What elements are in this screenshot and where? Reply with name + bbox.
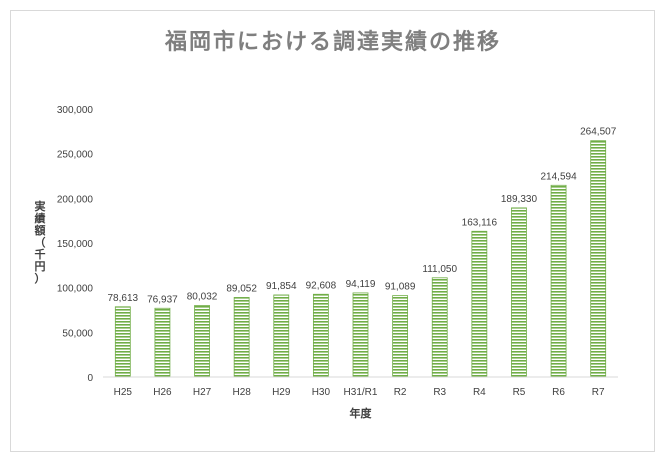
- bar-H27: [194, 305, 210, 378]
- x-tick-label: H27: [193, 387, 212, 398]
- data-label: 76,937: [147, 294, 178, 305]
- x-tick-label: H31/R1: [344, 387, 378, 398]
- y-tick-label: 300,000: [57, 105, 94, 116]
- y-axis-ticks: 0 50,000 100,000 150,000 200,000 250,000 300,0…: [57, 105, 94, 384]
- data-label: 214,594: [540, 171, 577, 182]
- x-tick-label: R4: [473, 387, 486, 398]
- bar-H28: [233, 297, 250, 378]
- bar-R4: [471, 230, 488, 378]
- y-tick-label: 150,000: [57, 239, 94, 250]
- bar-R3: [431, 277, 448, 378]
- bar-H31/R1: [352, 292, 369, 378]
- y-axis-title: 実績額（千円）: [34, 199, 46, 285]
- bar-H25: [114, 306, 131, 378]
- chart-title: 福岡市における調達実績の推移: [164, 30, 501, 55]
- bar-H29: [273, 294, 290, 378]
- data-label: 91,089: [385, 282, 416, 293]
- data-label: 111,050: [422, 264, 457, 275]
- x-tick-label: R6: [552, 387, 565, 398]
- chart-frame: [10, 10, 655, 452]
- x-axis-title: 年度: [350, 406, 373, 420]
- bar-R5: [511, 207, 527, 378]
- x-tick-label: R2: [394, 387, 407, 398]
- bar-R7: [590, 140, 607, 378]
- data-label: 264,507: [580, 127, 617, 138]
- y-tick-label: 0: [87, 373, 93, 384]
- data-label: 94,119: [346, 279, 376, 290]
- data-label: 89,052: [226, 283, 257, 294]
- data-labels: 78,613 76,937 80,032 89,052 91,854 92,608 94,1…: [108, 127, 617, 306]
- data-label: 163,116: [462, 217, 498, 228]
- data-label: 189,330: [501, 194, 538, 205]
- x-tick-label: H29: [272, 387, 291, 398]
- data-label: 78,613: [108, 293, 139, 304]
- x-tick-label: R3: [433, 387, 446, 398]
- x-tick-label: R5: [513, 387, 526, 398]
- x-tick-label: R7: [592, 387, 605, 398]
- x-axis-ticks: H25 H26 H27 H28 H29 H30 H31/R1 R2 R3 R4 R5 R6 R7: [114, 387, 605, 398]
- bar-R6: [550, 184, 567, 378]
- bar-R2: [392, 295, 409, 378]
- data-label: 80,032: [187, 292, 218, 303]
- bar-H30: [312, 293, 329, 378]
- data-label: 91,854: [266, 281, 297, 292]
- y-tick-label: 50,000: [62, 328, 93, 339]
- bars: [114, 140, 607, 378]
- data-label: 92,608: [306, 280, 337, 291]
- bar-H26: [154, 307, 171, 378]
- x-tick-label: H26: [153, 387, 172, 398]
- y-tick-label: 200,000: [57, 194, 94, 205]
- y-tick-label: 100,000: [57, 284, 94, 295]
- y-tick-label: 250,000: [57, 150, 94, 161]
- x-tick-label: H30: [312, 387, 331, 398]
- x-tick-label: H25: [114, 387, 133, 398]
- x-tick-label: H28: [232, 387, 251, 398]
